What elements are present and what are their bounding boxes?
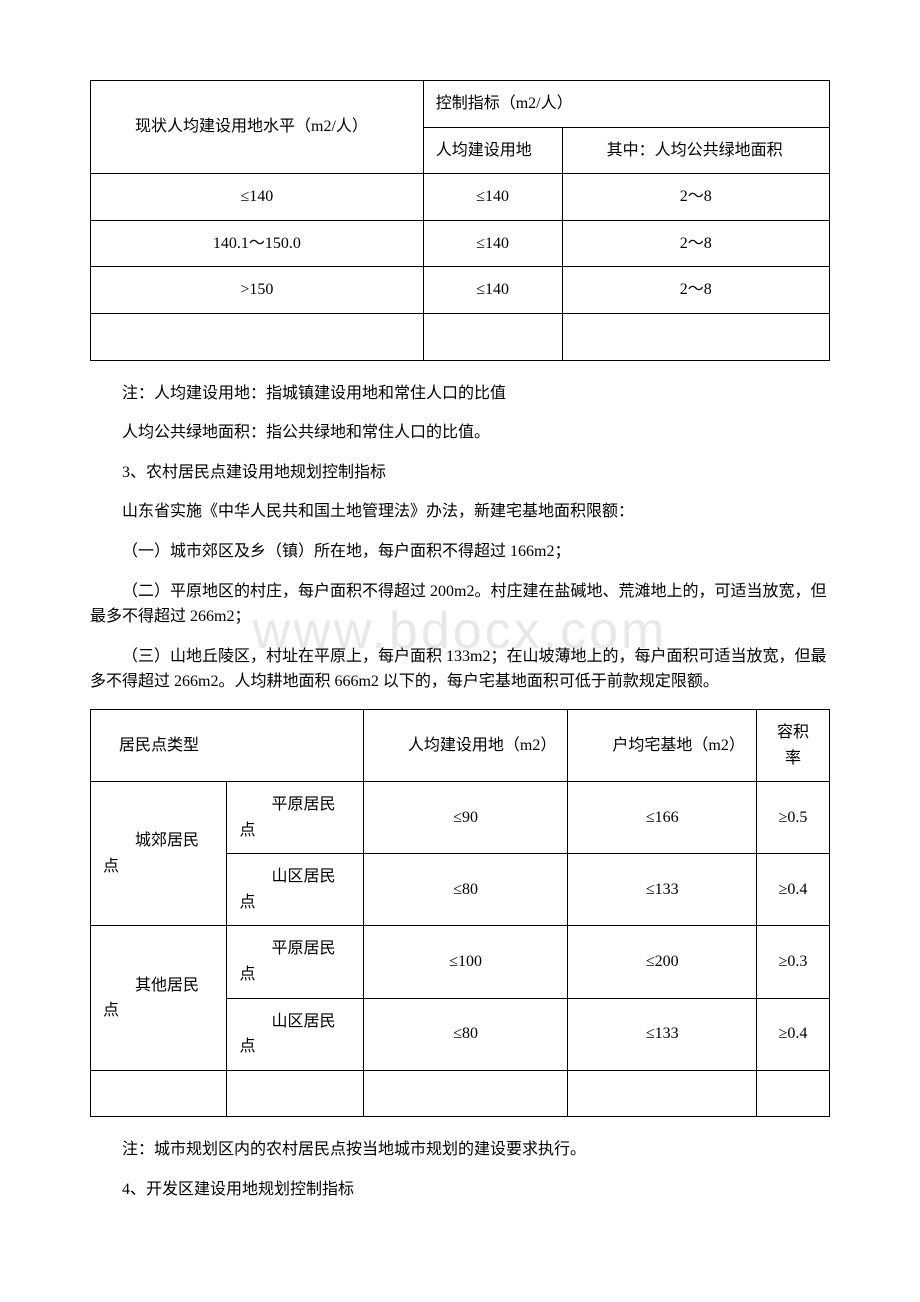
table-row: 其他居民点 平原居民点 ≤100 ≤200 ≥0.3 (91, 926, 830, 998)
cell: ≥0.4 (757, 998, 830, 1070)
cell-empty (227, 1070, 363, 1117)
cell: ≤80 (363, 854, 568, 926)
body-text: （二）平原地区的村庄，每户面积不得超过 200m2。村庄建在盐碱地、荒滩地上的，… (90, 579, 830, 630)
header-per-capita-land: 人均建设用地（m2） (363, 709, 568, 781)
cell: ≥0.4 (757, 854, 830, 926)
cell-empty (91, 313, 424, 360)
cell: ≥0.5 (757, 782, 830, 854)
group-suburban: 城郊居民点 (91, 782, 227, 926)
table-row: 城郊居民点 平原居民点 ≤90 ≤166 ≥0.5 (91, 782, 830, 854)
section-heading: 3、农村居民点建设用地规划控制指标 (90, 460, 830, 486)
section-heading: 4、开发区建设用地规划控制指标 (90, 1177, 830, 1203)
sub-mountain: 山区居民点 (227, 854, 363, 926)
sub-plain: 平原居民点 (227, 782, 363, 854)
sub-mountain: 山区居民点 (227, 998, 363, 1070)
header-settlement-type: 居民点类型 (91, 709, 364, 781)
cell-empty (568, 1070, 757, 1117)
table-row-empty (91, 313, 830, 360)
body-text: （三）山地丘陵区，村址在平原上，每户面积 133m2；在山坡薄地上的，每户面积可… (90, 644, 830, 695)
cell: >150 (91, 267, 424, 314)
cell: ≤90 (363, 782, 568, 854)
cell: 2～8 (562, 220, 829, 267)
table-row: 现状人均建设用地水平（m2/人） 控制指标（m2/人） (91, 81, 830, 128)
body-text: 山东省实施《中华人民共和国土地管理法》办法，新建宅基地面积限额： (90, 499, 830, 525)
header-control-index: 控制指标（m2/人） (423, 81, 829, 128)
cell: ≤140 (423, 220, 562, 267)
body-text: （一）城市郊区及乡（镇）所在地，每户面积不得超过 166m2； (90, 539, 830, 565)
cell: ≤140 (423, 267, 562, 314)
note-text: 注：城市规划区内的农村居民点按当地城市规划的建设要求执行。 (90, 1137, 830, 1163)
cell-empty (423, 313, 562, 360)
cell: 140.1～150.0 (91, 220, 424, 267)
sub-plain: 平原居民点 (227, 926, 363, 998)
table-rural-settlement-index: 居民点类型 人均建设用地（m2） 户均宅基地（m2） 容积率 城郊居民点 平原居… (90, 709, 830, 1118)
cell-empty (91, 1070, 227, 1117)
cell: ≤100 (363, 926, 568, 998)
table-construction-land-index: 现状人均建设用地水平（m2/人） 控制指标（m2/人） 人均建设用地 其中：人均… (90, 80, 830, 361)
header-homestead: 户均宅基地（m2） (568, 709, 757, 781)
header-current-level: 现状人均建设用地水平（m2/人） (91, 81, 424, 174)
cell: ≤133 (568, 854, 757, 926)
header-green-area: 其中：人均公共绿地面积 (562, 127, 829, 174)
table-row: 140.1～150.0 ≤140 2～8 (91, 220, 830, 267)
group-other: 其他居民点 (91, 926, 227, 1070)
table-row: ≤140 ≤140 2～8 (91, 174, 830, 221)
cell: 2～8 (562, 267, 829, 314)
table-row: 居民点类型 人均建设用地（m2） 户均宅基地（m2） 容积率 (91, 709, 830, 781)
cell-empty (757, 1070, 830, 1117)
cell: ≤140 (423, 174, 562, 221)
table-row-empty (91, 1070, 830, 1117)
header-plot-ratio: 容积率 (757, 709, 830, 781)
cell: ≤140 (91, 174, 424, 221)
cell-empty (562, 313, 829, 360)
cell: ≤80 (363, 998, 568, 1070)
cell: 2～8 (562, 174, 829, 221)
document-content: 现状人均建设用地水平（m2/人） 控制指标（m2/人） 人均建设用地 其中：人均… (90, 80, 830, 1203)
note-text: 注：人均建设用地：指城镇建设用地和常住人口的比值 (90, 381, 830, 407)
table-row: >150 ≤140 2～8 (91, 267, 830, 314)
cell: ≥0.3 (757, 926, 830, 998)
note-text: 人均公共绿地面积：指公共绿地和常住人口的比值。 (90, 420, 830, 446)
cell: ≤133 (568, 998, 757, 1070)
cell: ≤200 (568, 926, 757, 998)
cell-empty (363, 1070, 568, 1117)
cell: ≤166 (568, 782, 757, 854)
header-per-capita-land: 人均建设用地 (423, 127, 562, 174)
